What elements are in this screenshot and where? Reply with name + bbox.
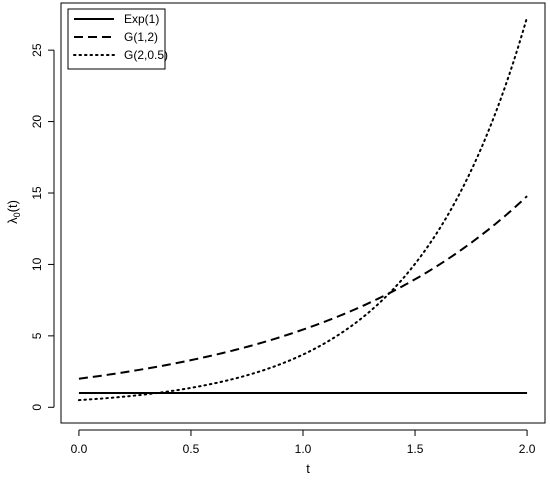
x-tick-label: 0.5 bbox=[183, 442, 200, 456]
y-tick-label: 15 bbox=[30, 186, 44, 200]
y-axis: 0 5 10 15 20 25 bbox=[30, 43, 55, 411]
y-tick-label: 5 bbox=[30, 332, 44, 339]
y-tick-label: 20 bbox=[30, 115, 44, 129]
series-layer bbox=[77, 16, 529, 402]
plot-box bbox=[60, 2, 546, 424]
x-axis: 0.0 0.5 1.0 1.5 2.0 bbox=[71, 429, 536, 456]
x-tick-label: 0.0 bbox=[71, 442, 88, 456]
y-tick-label: 0 bbox=[30, 404, 44, 411]
y-tick-label: 25 bbox=[30, 43, 44, 57]
legend-label: Exp(1) bbox=[124, 12, 159, 26]
series-line-g-1-2 bbox=[78, 195, 528, 380]
legend: Exp(1) G(1,2) G(2,0.5) bbox=[67, 8, 168, 70]
y-axis-label-main: λ bbox=[5, 217, 20, 224]
x-axis-label: t bbox=[306, 461, 310, 476]
y-axis-label: λ0(t) bbox=[5, 200, 22, 224]
series-line-g-2-0-5 bbox=[77, 16, 529, 402]
x-tick-label: 1.5 bbox=[407, 442, 424, 456]
y-tick-label: 10 bbox=[30, 257, 44, 271]
x-tick-label: 2.0 bbox=[519, 442, 536, 456]
y-axis-label-rest: (t) bbox=[5, 200, 20, 212]
y-axis-label-subscript: 0 bbox=[12, 212, 22, 217]
x-tick-label: 1.0 bbox=[295, 442, 312, 456]
legend-label: G(1,2) bbox=[124, 30, 158, 44]
legend-label: G(2,0.5) bbox=[124, 48, 168, 62]
